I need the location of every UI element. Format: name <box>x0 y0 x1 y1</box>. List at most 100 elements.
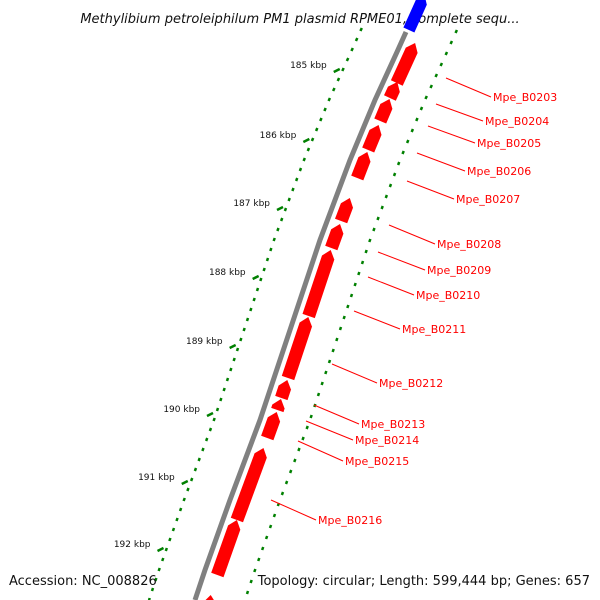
gene-arrow <box>374 99 393 124</box>
gene-arrow <box>335 198 353 224</box>
tick-mark <box>181 479 189 486</box>
track-dot <box>291 187 295 192</box>
track-dot <box>287 197 291 202</box>
track-dot <box>249 579 253 584</box>
gene-arrow <box>390 43 418 86</box>
track-dot <box>252 297 256 302</box>
leader-line <box>445 77 492 98</box>
track-dot <box>419 106 424 111</box>
track-dot <box>201 447 205 452</box>
leader-line <box>313 404 360 425</box>
track-dot <box>284 480 289 485</box>
track-dot <box>429 84 434 89</box>
track-dot <box>439 62 444 67</box>
track-dot <box>264 535 269 540</box>
track-dot <box>260 546 265 551</box>
track-dot <box>298 167 303 172</box>
leader-line <box>435 103 484 122</box>
gene-label: Mpe_B0203 <box>493 91 557 104</box>
tick-label: 190 kbp <box>163 405 200 415</box>
gene-label: Mpe_B0216 <box>318 514 382 527</box>
track-dot <box>150 587 155 592</box>
tick-label: 186 kbp <box>260 131 297 141</box>
gene-arrow <box>271 399 285 413</box>
track-dot <box>262 267 266 272</box>
track-dot <box>193 467 198 472</box>
track-dot <box>293 458 297 463</box>
track-dot <box>178 507 183 512</box>
leader-line <box>377 251 426 271</box>
tick-label: 189 kbp <box>186 337 223 347</box>
track-dot <box>314 127 319 132</box>
track-dot <box>346 304 350 309</box>
track-dot <box>154 577 158 582</box>
track-dot <box>175 517 179 522</box>
tick-label: 188 kbp <box>209 268 246 278</box>
gene-arrow <box>211 520 241 578</box>
track-dot <box>297 447 301 452</box>
track-dot <box>259 277 263 282</box>
track-dot <box>331 348 335 353</box>
track-dot <box>342 315 346 320</box>
track-dot <box>357 271 361 276</box>
track-dot <box>245 590 250 595</box>
track-dot <box>376 216 380 221</box>
track-dot <box>372 227 376 232</box>
other-strand-genes <box>403 0 427 33</box>
tick-label: 191 kbp <box>138 473 175 483</box>
track-dot <box>364 249 368 254</box>
track-dot <box>424 95 428 100</box>
track-dot <box>380 205 384 210</box>
track-dot <box>272 237 276 242</box>
leader-line <box>388 224 436 245</box>
gene-arrow <box>261 412 281 441</box>
track-dot <box>388 183 393 188</box>
track-dot <box>235 347 240 352</box>
leader-line <box>353 310 401 330</box>
track-dot <box>222 387 226 392</box>
track-dot <box>276 227 280 232</box>
track-dot <box>305 425 309 430</box>
track-dot <box>384 194 389 199</box>
tick-mark <box>302 137 310 144</box>
track-dot <box>268 524 273 529</box>
track-dot <box>215 407 220 412</box>
track-dot <box>405 139 410 144</box>
track-dot <box>253 568 257 573</box>
track-dot <box>396 161 401 166</box>
tick-mark <box>206 411 214 418</box>
leader-line <box>427 125 476 144</box>
track-dot <box>360 260 365 265</box>
track-dot <box>229 367 233 372</box>
track-dot <box>302 157 306 162</box>
track-dot <box>368 238 372 243</box>
track-dot <box>401 150 405 155</box>
accession-label: Accession: NC_008826 <box>9 574 157 589</box>
track-dot <box>225 377 230 382</box>
gene-label: Mpe_B0210 <box>416 289 480 302</box>
track-dot <box>320 381 324 386</box>
track-dot <box>186 487 190 492</box>
track-dot <box>288 469 293 474</box>
gene-label: Mpe_B0209 <box>427 264 491 277</box>
gene-arrow <box>362 125 382 153</box>
leader-line <box>270 499 317 521</box>
track-dot <box>327 97 332 102</box>
track-dot <box>269 247 273 252</box>
track-dot <box>454 29 459 34</box>
track-dot <box>316 392 321 397</box>
track-dot <box>204 437 209 442</box>
track-dot <box>310 137 315 142</box>
tick-mark <box>333 67 341 74</box>
gene-label: Mpe_B0214 <box>355 434 419 447</box>
tick-mark <box>252 274 260 281</box>
track-dot <box>257 557 261 562</box>
gene-arrow <box>325 224 344 251</box>
map-title: Methylibium petroleiphilum PM1 plasmid R… <box>80 12 519 27</box>
track-dot <box>301 436 305 441</box>
track-dot <box>164 547 169 552</box>
gene-label: Mpe_B0207 <box>456 193 520 206</box>
leader-line <box>406 180 455 200</box>
gene-label: Mpe_B0215 <box>345 455 409 468</box>
